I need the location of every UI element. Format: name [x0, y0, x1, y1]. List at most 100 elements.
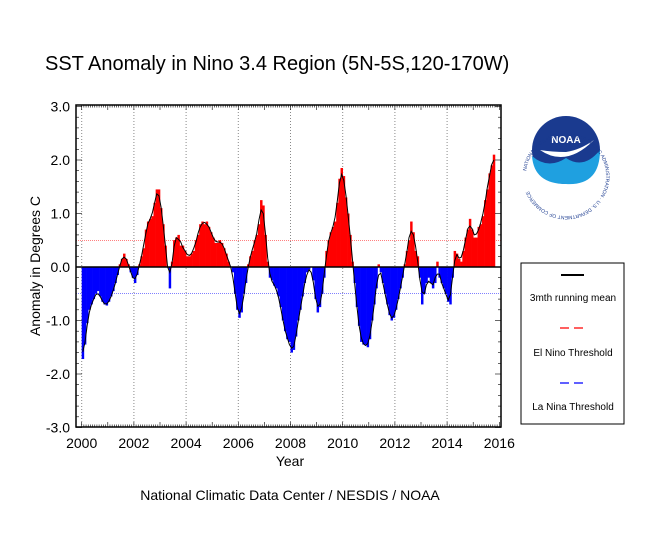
- bar-month-4: [90, 267, 93, 305]
- bar-month-6: [94, 267, 98, 294]
- bar-month-22: [129, 267, 133, 273]
- bar-month-108: [316, 267, 320, 313]
- x-tick-label: 2010: [327, 435, 358, 451]
- bar-month-33: [153, 202, 156, 267]
- logo-water: [532, 150, 600, 185]
- bar-month-91: [279, 267, 283, 308]
- bar-month-188: [490, 165, 494, 267]
- bar-month-131: [366, 267, 370, 348]
- legend-el-nino-label: El Nino Threshold: [533, 348, 612, 359]
- bar-month-30: [146, 221, 150, 267]
- bar-month-54: [199, 224, 202, 267]
- x-tick-label: 2012: [379, 435, 410, 451]
- bar-month-110: [320, 267, 324, 294]
- bar-month-74: [242, 267, 246, 294]
- bar-month-122: [347, 213, 350, 267]
- bar-month-107: [314, 267, 317, 300]
- bar-month-179: [471, 229, 474, 267]
- bar-month-64: [220, 242, 224, 267]
- x-tick-label: 2016: [484, 435, 515, 451]
- bar-month-187: [488, 173, 491, 267]
- bar-month-147: [401, 267, 404, 278]
- bar-month-85: [266, 261, 270, 267]
- bar-month-56: [203, 224, 206, 267]
- bar-month-182: [477, 226, 481, 267]
- bar-month-75: [244, 267, 248, 284]
- bar-month-126: [355, 267, 359, 308]
- bar-month-127: [357, 267, 361, 326]
- bar-month-59: [210, 232, 213, 267]
- bar-month-144: [394, 267, 398, 310]
- bar-month-125: [353, 267, 357, 284]
- bar-month-92: [281, 267, 285, 321]
- bar-month-185: [484, 200, 487, 267]
- bar-month-34: [155, 189, 159, 267]
- x-tick-label: 2006: [223, 435, 254, 451]
- y-tick-label: 2.0: [51, 152, 71, 168]
- bar-month-101: [301, 267, 304, 297]
- bar-month-70: [233, 267, 237, 294]
- bar-month-132: [368, 267, 372, 340]
- bar-month-46: [181, 245, 185, 267]
- bar-month-169: [449, 267, 452, 305]
- running-mean-line: [82, 159, 495, 352]
- bar-month-189: [492, 154, 496, 267]
- bar-month-45: [179, 245, 183, 267]
- bar-month-162: [434, 267, 437, 284]
- bar-month-16: [116, 267, 119, 276]
- bar-month-117: [336, 202, 339, 267]
- x-tick-labels: 2000 2002 2004 2006 2008 2010 2012 2014 2016: [66, 435, 515, 451]
- bar-month-62: [216, 242, 220, 267]
- bar-month-120: [342, 176, 346, 267]
- bar-month-96: [290, 267, 293, 353]
- bar-month-178: [468, 218, 472, 267]
- bar-month-97: [292, 267, 296, 350]
- bar-month-137: [379, 267, 383, 273]
- bar-month-146: [399, 267, 402, 289]
- x-tick-label: 2002: [118, 435, 149, 451]
- y-axis-label: Anomaly in Degrees C: [27, 196, 43, 336]
- bar-month-177: [466, 229, 470, 267]
- bar-month-50: [190, 253, 193, 267]
- bar-month-12: [107, 267, 111, 302]
- bar-month-175: [462, 250, 465, 267]
- bar-month-152: [412, 232, 415, 267]
- bar-month-163: [436, 261, 439, 267]
- bar-month-65: [223, 248, 226, 267]
- legend-la-nina-label: La Nina Threshold: [532, 402, 614, 413]
- bar-month-15: [114, 267, 117, 284]
- bar-month-28: [142, 248, 146, 267]
- y-tick-label: -2.0: [46, 366, 70, 382]
- x-axis-label: Year: [276, 453, 305, 469]
- bar-month-47: [183, 250, 187, 267]
- bar-month-128: [360, 267, 363, 342]
- bar-month-89: [275, 267, 278, 289]
- bar-month-25: [136, 267, 139, 276]
- bar-month-100: [299, 267, 302, 310]
- noaa-logo: NOAA NATIONAL OCEANIC AND ATMOSPHERIC AD…: [520, 104, 612, 220]
- bar-month-13: [109, 267, 113, 297]
- bar-month-18: [120, 258, 124, 267]
- bar-month-159: [427, 267, 430, 278]
- bar-month-66: [225, 253, 228, 267]
- bar-month-23: [131, 267, 135, 278]
- legend-mean-label: 3mth running mean: [530, 293, 616, 304]
- bar-month-10: [103, 267, 106, 305]
- bar-month-180: [473, 237, 476, 267]
- bar-month-36: [160, 208, 163, 267]
- bar-month-84: [264, 234, 267, 267]
- footer-credit: National Climatic Data Center / NESDIS /…: [140, 487, 440, 503]
- bar-month-31: [149, 218, 152, 267]
- bar-month-176: [464, 237, 467, 267]
- y-tick-label: 1.0: [51, 206, 71, 222]
- bar-month-167: [444, 267, 448, 294]
- bar-month-53: [196, 234, 200, 267]
- bar-month-8: [99, 267, 102, 297]
- bar-month-139: [384, 267, 387, 294]
- x-tick-label: 2008: [275, 435, 306, 451]
- bar-month-9: [101, 267, 104, 302]
- bar-month-129: [362, 267, 365, 345]
- bar-month-94: [286, 267, 289, 340]
- bar-month-79: [253, 240, 256, 267]
